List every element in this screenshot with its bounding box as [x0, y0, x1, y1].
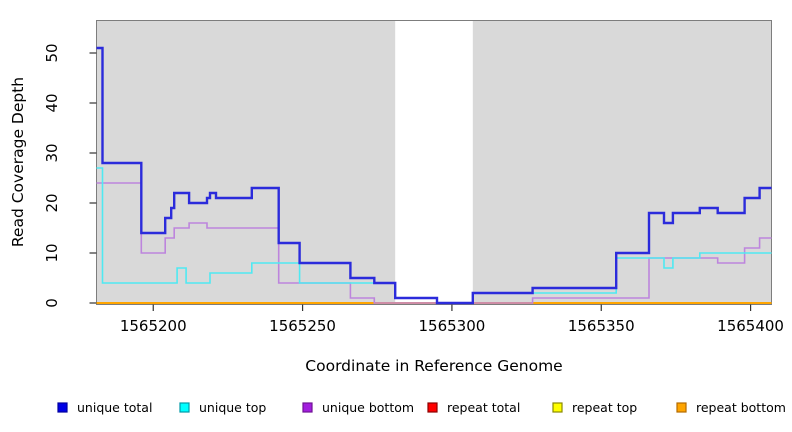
legend-swatch-unique-bottom — [302, 402, 313, 413]
legend-label: unique bottom — [322, 400, 414, 415]
legend-swatch-repeat-total — [427, 402, 438, 413]
legend-item-repeat-top: repeat top — [552, 400, 637, 415]
legend-item-unique-total: unique total — [57, 400, 152, 415]
y-tick-label: 10 — [43, 243, 61, 262]
legend-swatch-repeat-top — [552, 402, 563, 413]
legend-item-repeat-bottom: repeat bottom — [676, 400, 786, 415]
y-tick-label: 30 — [43, 143, 61, 162]
y-tick-label: 50 — [43, 43, 61, 62]
axes: 1565200 1565250 1565300 1565350 1565400 0 10 20… — [43, 43, 784, 335]
x-tick-label: 1565400 — [717, 317, 784, 335]
coverage-gap-band — [395, 19, 473, 305]
legend: unique total unique top unique bottom repea… — [57, 400, 786, 415]
legend-label: repeat total — [447, 400, 520, 415]
y-tick-label: 20 — [43, 193, 61, 212]
panel-border — [96, 20, 772, 305]
legend-label: unique total — [77, 400, 152, 415]
x-tick-label: 1565300 — [419, 317, 486, 335]
y-axis-title: Read Coverage Depth — [9, 77, 27, 247]
legend-item-unique-top: unique top — [179, 400, 266, 415]
series-line-unique-total — [96, 46, 772, 305]
legend-swatch-unique-total — [57, 402, 68, 413]
legend-label: repeat bottom — [696, 400, 786, 415]
x-tick-label: 1565200 — [120, 317, 187, 335]
x-tick-label: 1565250 — [269, 317, 336, 335]
legend-item-repeat-total: repeat total — [427, 400, 520, 415]
x-axis-title: Coordinate in Reference Genome — [305, 357, 562, 375]
series-lines — [96, 46, 772, 305]
legend-label: repeat top — [572, 400, 637, 415]
y-tick-label: 40 — [43, 93, 61, 112]
legend-label: unique top — [199, 400, 266, 415]
legend-swatch-unique-top — [179, 402, 190, 413]
series-line-unique-bottom — [96, 182, 772, 304]
plot-panel — [96, 19, 772, 305]
legend-swatch-repeat-bottom — [676, 402, 687, 413]
y-tick-label: 0 — [43, 298, 61, 308]
legend-item-unique-bottom: unique bottom — [302, 400, 414, 415]
x-tick-label: 1565350 — [568, 317, 635, 335]
